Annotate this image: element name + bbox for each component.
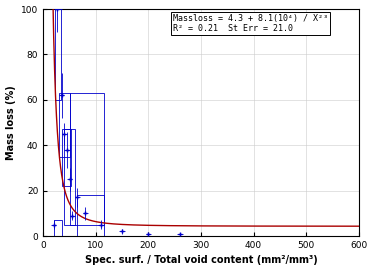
Bar [59,93,69,157]
Bar [62,129,71,186]
X-axis label: Spec. surf. / Total void content (mm²/mm³): Spec. surf. / Total void content (mm²/mm… [85,256,317,265]
Y-axis label: Mass loss (%): Mass loss (%) [6,85,16,160]
Bar [78,195,104,236]
Bar [69,93,104,225]
Text: Massloss = 4.3 + 8.1(10⁴) / X²³
R² = 0.21  St Err = 21.0: Massloss = 4.3 + 8.1(10⁴) / X²³ R² = 0.2… [173,14,327,33]
Bar [54,220,62,236]
Bar [64,129,75,225]
Bar [55,5,61,100]
